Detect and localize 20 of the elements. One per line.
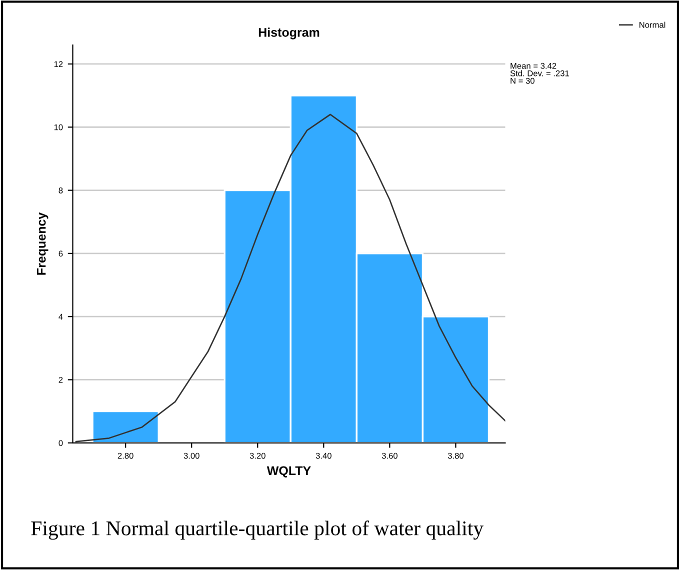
y-tick-label: 4 — [58, 314, 63, 320]
y-tick-label: 8 — [58, 187, 63, 194]
y-axis-title: Frequency — [37, 212, 48, 275]
legend-label: Normal — [640, 22, 666, 28]
y-tick-label: 10 — [54, 124, 63, 130]
x-tick-label: 3.80 — [448, 452, 464, 459]
x-tick-label: 2.80 — [118, 452, 134, 459]
x-axis-title: WQLTY — [266, 466, 311, 478]
caption: Figure 1 Normal quartile-quartile plot of water quality — [31, 520, 484, 540]
line-series — [75, 114, 506, 442]
chart-title: Histogram — [258, 28, 320, 40]
x-tick-label: 3.00 — [184, 452, 200, 459]
x-tick-label: 3.60 — [382, 452, 398, 459]
x-tick-label: 3.20 — [250, 452, 266, 459]
y-tick-label: 6 — [58, 250, 63, 257]
text: Mean = 3.42 Std. Dev. = .231 N = 30 — [510, 62, 569, 84]
y-tick-label: 2 — [58, 376, 63, 383]
y-tick-label: 12 — [54, 61, 63, 67]
x-tick-label: 3.40 — [316, 452, 332, 459]
y-tick-label: 0 — [58, 440, 63, 446]
